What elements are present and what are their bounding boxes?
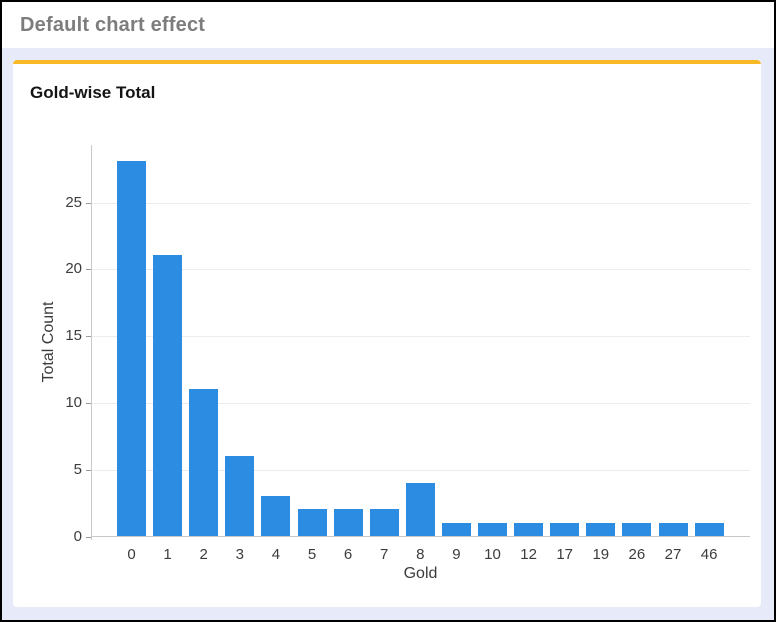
bar-gold-8[interactable] [405,482,435,536]
y-tick-label: 25 [65,193,82,211]
chart-card: Gold-wise Total 0 5 10 15 20 25 0 1 2 3 4 5 6 7 8 9 10 12… [13,60,761,607]
gridline [92,403,750,405]
x-tick-label: 3 [235,546,244,563]
chart-title: Gold-wise Total [30,83,156,102]
gridline [92,202,750,204]
plot-area [86,145,750,540]
bar-gold-5[interactable] [297,509,327,536]
window-header: Default chart effect [2,2,774,48]
bar-gold-7[interactable] [369,509,399,536]
gridline [92,269,750,271]
y-axis-tick [86,269,91,271]
y-axis-tick [86,470,91,472]
x-tick-label: 6 [343,546,353,563]
card-accent-bar [13,60,761,64]
y-axis-tick [86,403,91,405]
bar-gold-46[interactable] [694,522,724,536]
y-tick-label: 20 [65,260,82,278]
y-axis-line [91,145,92,540]
bar-gold-26[interactable] [622,522,652,536]
x-tick-label: 27 [664,546,682,563]
y-axis-tick [86,336,91,338]
y-tick-label: 10 [65,394,82,412]
bar-gold-3[interactable] [225,455,255,536]
x-tick-label: 7 [380,546,389,563]
chart-canvas: 0 5 10 15 20 25 0 1 2 3 4 5 6 7 8 9 10 12 17 19 26 27 46 Gold … [13,60,761,607]
x-tick-label: 17 [556,546,574,563]
x-tick-label: 10 [484,546,501,563]
axis-labels-layer: 0 5 10 15 20 25 0 1 2 3 4 5 6 7 8 9 10 12 17 19 26 27 46 [13,60,761,607]
bar-gold-12[interactable] [514,522,544,536]
page-title: Default chart effect [20,13,206,36]
y-axis-tick [86,537,91,538]
bar-gold-19[interactable] [586,522,616,536]
bar-gold-2[interactable] [189,388,219,536]
x-tick-label: 0 [127,546,136,563]
gridline [92,470,750,472]
x-tick-label: 8 [416,546,425,563]
x-tick-label: 1 [163,546,172,563]
x-tick-label: 9 [452,546,461,563]
bar-gold-4[interactable] [261,495,291,536]
x-tick-label: 46 [700,546,718,563]
bar-gold-6[interactable] [333,509,363,536]
bar-gold-0[interactable] [117,161,146,536]
bar-gold-1[interactable] [153,255,183,536]
x-tick-label: 26 [628,546,646,563]
y-tick-label: 15 [65,327,82,345]
x-tick-label: 19 [592,546,610,563]
bar-gold-27[interactable] [658,522,688,536]
bar-gold-17[interactable] [550,522,580,536]
bar-gold-10[interactable] [478,522,507,536]
x-axis-line [91,536,750,537]
gridline [92,336,750,338]
x-tick-label: 4 [271,546,281,563]
y-axis-title: Total Count [40,301,57,383]
y-tick-label: 5 [73,461,82,479]
y-axis-tick [86,202,91,204]
x-axis-title: Gold [403,565,438,582]
y-tick-label: 0 [73,528,82,545]
x-tick-label: 12 [520,546,537,563]
x-tick-label: 5 [307,546,317,563]
bar-gold-9[interactable] [441,522,471,536]
page-background: Gold-wise Total 0 5 10 15 20 25 0 1 2 3 4 5 6 7 8 9 10 12… [2,48,774,620]
x-tick-label: 2 [199,546,208,563]
